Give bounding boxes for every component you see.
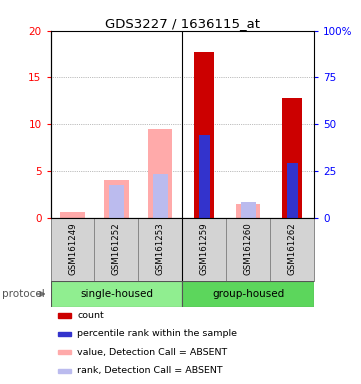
Text: GSM161249: GSM161249 [68,222,77,275]
Bar [60,212,84,218]
Bar [194,52,214,218]
Text: single-housed: single-housed [80,289,153,299]
Text: protocol: protocol [2,289,44,299]
Bar [58,369,71,372]
Bar [240,202,256,218]
Text: value, Detection Call = ABSENT: value, Detection Call = ABSENT [77,348,227,357]
Text: GSM161259: GSM161259 [200,222,209,275]
Bar [109,185,124,218]
Bar [95,218,138,281]
Bar [51,218,95,281]
Bar [287,162,297,218]
Text: GSM161260: GSM161260 [244,222,253,275]
Bar [226,218,270,281]
Text: percentile rank within the sample: percentile rank within the sample [77,329,237,338]
Bar [236,204,260,218]
Bar [58,313,71,318]
Bar [182,281,314,307]
Bar [104,180,129,218]
Text: GSM161252: GSM161252 [112,222,121,275]
Title: GDS3227 / 1636115_at: GDS3227 / 1636115_at [105,17,260,30]
Bar [58,350,71,354]
Bar [182,218,226,281]
Bar [58,332,71,336]
Bar [148,129,173,218]
Text: count: count [77,311,104,320]
Bar [199,134,210,218]
Bar [138,218,182,281]
Text: GSM161262: GSM161262 [288,222,297,275]
Text: rank, Detection Call = ABSENT: rank, Detection Call = ABSENT [77,366,223,375]
Text: group-housed: group-housed [212,289,284,299]
Text: GSM161253: GSM161253 [156,222,165,275]
Bar [51,281,182,307]
Bar [153,174,168,218]
Bar [270,218,314,281]
Bar [282,98,302,218]
